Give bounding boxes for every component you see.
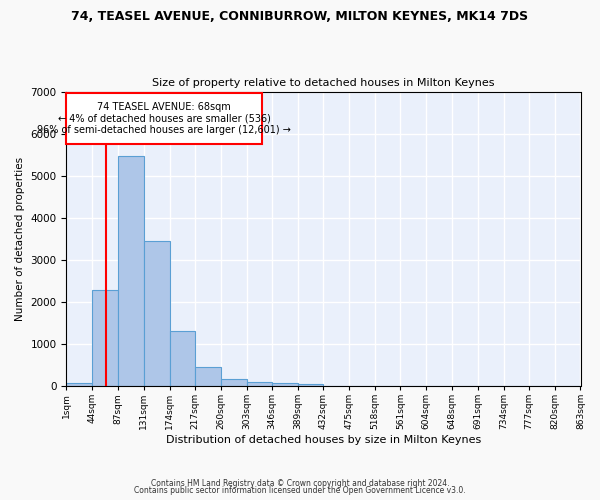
Bar bbox=[195, 367, 221, 386]
Text: 74 TEASEL AVENUE: 68sqm
← 4% of detached houses are smaller (536)
96% of semi-de: 74 TEASEL AVENUE: 68sqm ← 4% of detached… bbox=[37, 102, 291, 135]
Text: Contains public sector information licensed under the Open Government Licence v3: Contains public sector information licen… bbox=[134, 486, 466, 495]
Bar bbox=[67, 383, 92, 386]
Bar bbox=[170, 330, 195, 386]
Y-axis label: Number of detached properties: Number of detached properties bbox=[15, 157, 25, 321]
Bar bbox=[92, 290, 118, 386]
Bar bbox=[247, 382, 272, 386]
Bar bbox=[144, 241, 170, 386]
Bar bbox=[272, 384, 298, 386]
Bar bbox=[221, 380, 247, 386]
Bar bbox=[298, 384, 323, 386]
Text: 74, TEASEL AVENUE, CONNIBURROW, MILTON KEYNES, MK14 7DS: 74, TEASEL AVENUE, CONNIBURROW, MILTON K… bbox=[71, 10, 529, 23]
Bar bbox=[118, 156, 144, 386]
Text: Contains HM Land Registry data © Crown copyright and database right 2024.: Contains HM Land Registry data © Crown c… bbox=[151, 478, 449, 488]
FancyBboxPatch shape bbox=[67, 93, 262, 144]
X-axis label: Distribution of detached houses by size in Milton Keynes: Distribution of detached houses by size … bbox=[166, 435, 481, 445]
Title: Size of property relative to detached houses in Milton Keynes: Size of property relative to detached ho… bbox=[152, 78, 495, 88]
